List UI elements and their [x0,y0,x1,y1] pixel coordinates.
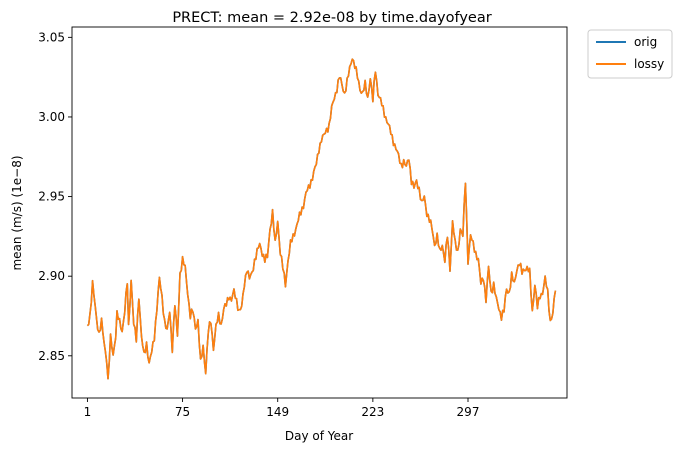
series-line-lossy [86,58,557,380]
x-axis: 1 75 149 223 297 [84,398,480,419]
legend: orig lossy [587,29,673,79]
y-tick-label: 2.90 [38,269,65,283]
legend-label-orig: orig [634,35,657,49]
y-tick-label: 2.95 [38,190,65,204]
x-tick-label: 223 [361,405,384,419]
y-tick-label: 3.05 [38,30,65,44]
y-axis-label: mean (m/s) (1e−8) [10,155,24,270]
y-tick-label: 3.00 [38,110,65,124]
legend-label-lossy: lossy [634,57,664,71]
x-axis-label: Day of Year [285,429,353,443]
y-axis: 2.85 2.90 2.95 3.00 3.05 [38,30,72,363]
x-tick-label: 297 [457,405,480,419]
y-tick-label: 2.85 [38,349,65,363]
x-tick-label: 75 [175,405,190,419]
chart-title: PRECT: mean = 2.92e-08 by time.dayofyear [172,10,491,26]
plot-area [71,26,568,399]
series-layer [86,58,557,380]
x-tick-label: 1 [84,405,92,419]
x-tick-label: 149 [266,405,289,419]
